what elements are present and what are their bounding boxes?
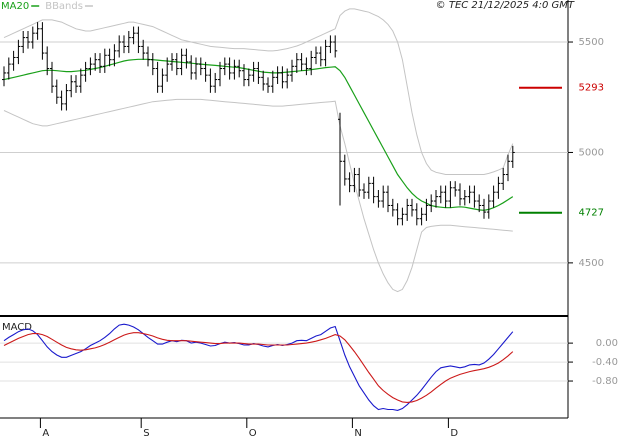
y-tick-label: 0.00 xyxy=(596,338,618,349)
x-tick-label: O xyxy=(249,428,257,439)
y-tick-label: -0.80 xyxy=(592,376,618,387)
x-tick-label: D xyxy=(450,428,458,439)
legend-label: MA20 xyxy=(1,1,29,12)
legend-label: BBands xyxy=(45,1,83,12)
level-label: 4727 xyxy=(579,208,604,219)
macd-label: MACD xyxy=(2,322,32,333)
y-tick-label: 5000 xyxy=(579,147,604,158)
band-lower xyxy=(3,98,513,293)
macd-line xyxy=(3,332,514,403)
y-tick-label: -0.40 xyxy=(592,357,618,368)
band-upper xyxy=(3,8,514,175)
level-label: 5293 xyxy=(579,83,604,94)
source: © TEC 21/12/2025 4:0 GMT xyxy=(436,0,575,11)
x-tick-label: A xyxy=(42,428,49,439)
x-tick-label: S xyxy=(143,428,149,439)
y-tick-label: 5500 xyxy=(579,37,604,48)
y-tick-label: 4500 xyxy=(579,258,604,269)
x-tick-label: N xyxy=(354,428,361,439)
